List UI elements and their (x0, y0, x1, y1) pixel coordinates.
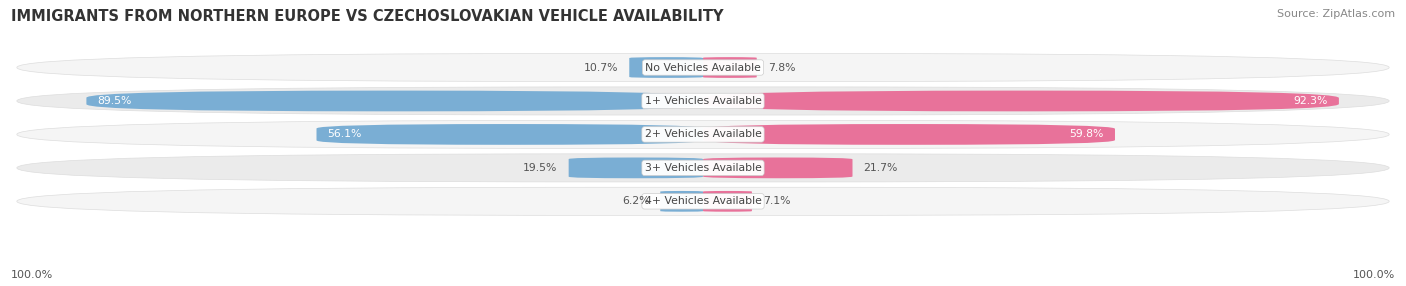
Text: 7.1%: 7.1% (763, 196, 790, 206)
Text: 100.0%: 100.0% (1353, 270, 1395, 280)
FancyBboxPatch shape (17, 154, 1389, 182)
Text: No Vehicles Available: No Vehicles Available (645, 63, 761, 73)
FancyBboxPatch shape (703, 124, 1115, 145)
Text: 21.7%: 21.7% (863, 163, 898, 173)
FancyBboxPatch shape (703, 158, 852, 178)
Text: 1+ Vehicles Available: 1+ Vehicles Available (644, 96, 762, 106)
Text: IMMIGRANTS FROM NORTHERN EUROPE VS CZECHOSLOVAKIAN VEHICLE AVAILABILITY: IMMIGRANTS FROM NORTHERN EUROPE VS CZECH… (11, 9, 724, 23)
Text: 7.8%: 7.8% (768, 63, 796, 73)
FancyBboxPatch shape (661, 191, 703, 212)
FancyBboxPatch shape (86, 91, 703, 111)
Text: 89.5%: 89.5% (97, 96, 132, 106)
Text: 4+ Vehicles Available: 4+ Vehicles Available (644, 196, 762, 206)
Text: 10.7%: 10.7% (583, 63, 619, 73)
FancyBboxPatch shape (703, 91, 1339, 111)
FancyBboxPatch shape (17, 120, 1389, 148)
Text: Source: ZipAtlas.com: Source: ZipAtlas.com (1277, 9, 1395, 19)
Text: 19.5%: 19.5% (523, 163, 558, 173)
Text: 6.2%: 6.2% (621, 196, 650, 206)
FancyBboxPatch shape (17, 53, 1389, 82)
FancyBboxPatch shape (17, 187, 1389, 215)
FancyBboxPatch shape (17, 87, 1389, 115)
FancyBboxPatch shape (703, 57, 756, 78)
Text: 3+ Vehicles Available: 3+ Vehicles Available (644, 163, 762, 173)
Text: 56.1%: 56.1% (328, 130, 361, 139)
Text: 2+ Vehicles Available: 2+ Vehicles Available (644, 130, 762, 139)
FancyBboxPatch shape (568, 158, 703, 178)
Text: 92.3%: 92.3% (1294, 96, 1327, 106)
Text: 59.8%: 59.8% (1070, 130, 1104, 139)
FancyBboxPatch shape (630, 57, 703, 78)
Text: 100.0%: 100.0% (11, 270, 53, 280)
FancyBboxPatch shape (703, 191, 752, 212)
FancyBboxPatch shape (316, 124, 703, 145)
